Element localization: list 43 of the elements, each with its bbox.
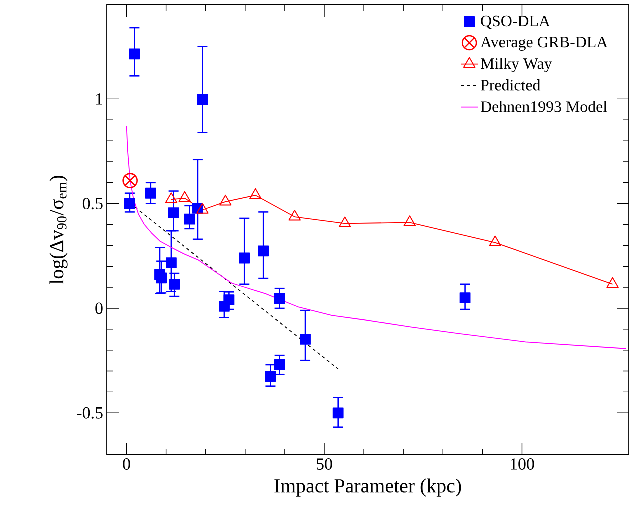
point (250, 188, 262, 200)
x-tick-label: 50 (317, 458, 332, 470)
y-tick-label: -0.5 (77, 407, 103, 419)
point (145, 188, 156, 199)
x-tick-label: 0 (123, 458, 130, 470)
legend-label: Predicted (480, 80, 541, 91)
point (169, 278, 180, 290)
point (129, 48, 140, 60)
point (166, 258, 177, 269)
point (288, 210, 301, 221)
point (220, 194, 232, 206)
legend-label: Dehnen1993 Model (480, 101, 608, 112)
point (168, 208, 180, 218)
point (404, 216, 416, 226)
point (178, 191, 192, 202)
point (606, 277, 619, 288)
y-tick-label: 0 (96, 302, 103, 314)
point (489, 236, 502, 247)
point (196, 203, 209, 214)
point (124, 198, 136, 210)
point (165, 192, 178, 204)
point (258, 246, 270, 257)
point (197, 94, 208, 106)
point (338, 216, 352, 228)
point (239, 252, 250, 264)
y-tick-label: 0.5 (82, 198, 103, 210)
point (274, 360, 286, 370)
point (460, 292, 471, 304)
point (122, 173, 138, 188)
x-axis-title: Impact Parameter (kpc) (274, 478, 462, 497)
point (224, 294, 235, 306)
point (274, 293, 286, 304)
y-tick-label: 1 (96, 94, 102, 105)
point (300, 334, 311, 345)
legend-label: Average GRB-DLA (480, 36, 608, 51)
point (332, 408, 344, 419)
legend-label: QSO-DLA (481, 16, 550, 30)
legend-label: Milky Way (480, 58, 552, 72)
x-tick-label: 100 (511, 458, 534, 470)
point (156, 272, 168, 284)
y-axis-title: log(Δv$_{90}$/σ$_{em}$) (50, 176, 68, 284)
point (265, 371, 276, 382)
point (184, 214, 196, 225)
